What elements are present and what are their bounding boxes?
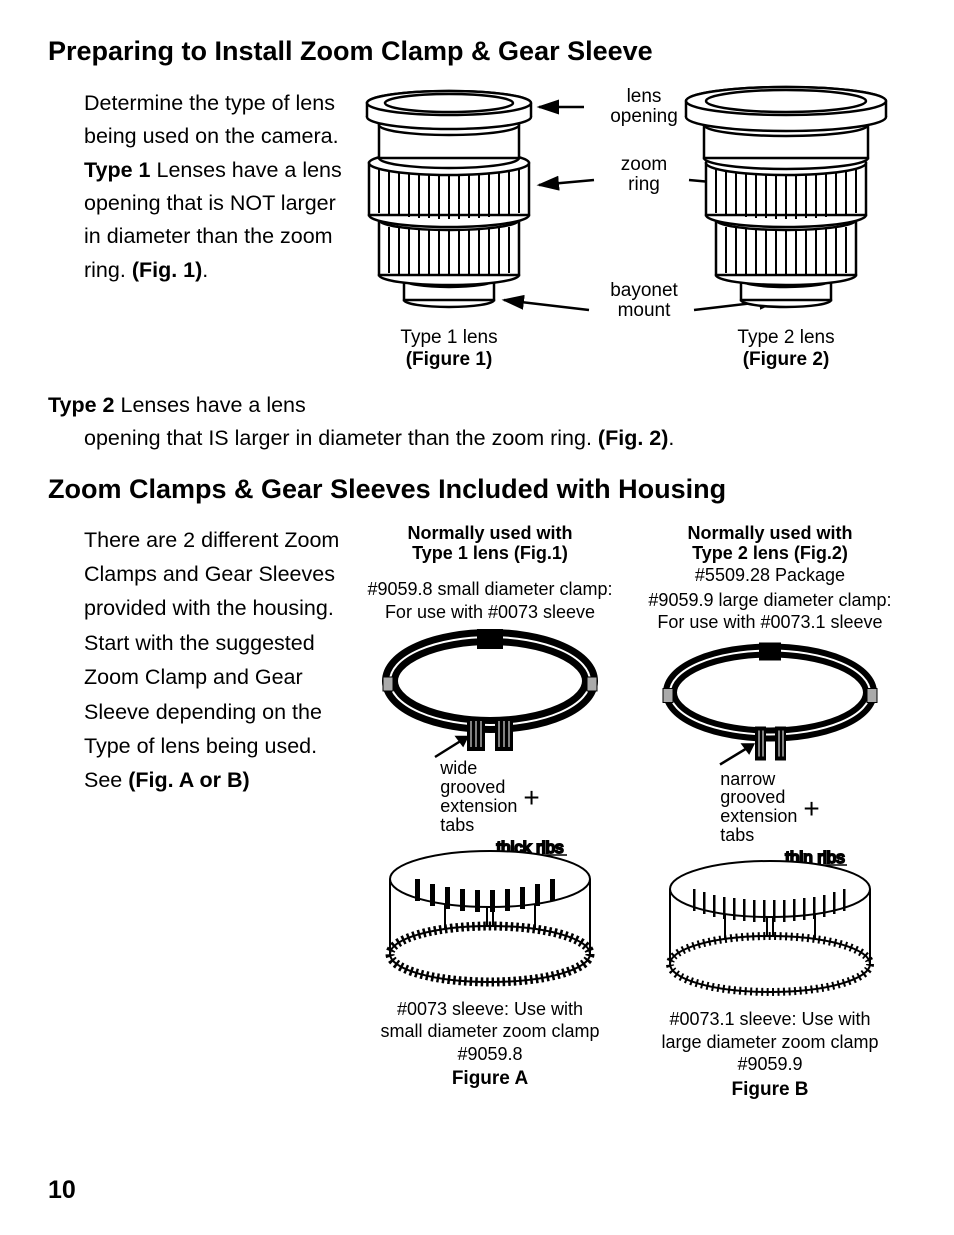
colB-tabs-label: narrow grooved extension tabs [720, 770, 797, 846]
intro2-l2a: opening that IS larger in diameter than … [84, 426, 598, 450]
intro-text-a: Determine the type of lens being used on… [84, 91, 339, 148]
colA-plus-icon: + [523, 780, 539, 815]
colA-sl3: #9059.8 [457, 1044, 522, 1064]
clamp-a-icon [375, 629, 605, 759]
colA-tabs-row: wide grooved extension tabs + [354, 759, 626, 835]
label-bayonet-1: bayonet [610, 280, 678, 301]
section-2-row: There are 2 different Zoom Clamps and Ge… [48, 523, 906, 1102]
section2-left-text: There are 2 different Zoom Clamps and Ge… [84, 523, 344, 798]
colA-t1: wide [440, 758, 477, 778]
intro-text-e: . [202, 258, 208, 282]
type2-caption: Type 2 lens [676, 327, 896, 349]
figure-b-label: Figure B [634, 1078, 906, 1102]
colB-sleeve-caption: #0073.1 sleeve: Use with large diameter … [634, 1008, 906, 1076]
figure-a-label: Figure A [354, 1067, 626, 1091]
colA-clamp1: #9059.8 small diameter clamp: [367, 579, 612, 599]
colA-head2: Type 1 lens (Fig.1) [412, 543, 568, 563]
type1-caption: Type 1 lens [344, 327, 554, 349]
label-lens-opening-2: opening [610, 106, 678, 127]
intro2-l1b: Lenses have a lens [115, 393, 306, 417]
colA-sl1: #0073 sleeve: Use with [397, 999, 583, 1019]
colA-head1: Normally used with [407, 523, 572, 543]
section2-left-b: (Fig. A or B) [128, 768, 249, 792]
colA-clamp2: For use with #0073 sleeve [385, 602, 595, 622]
colA-t4: tabs [440, 815, 474, 835]
colB-t2: grooved [720, 787, 785, 807]
section-1: Determine the type of lens being used on… [48, 85, 906, 385]
colA-sl2: small diameter zoom clamp [380, 1021, 599, 1041]
colA-t3: extension [440, 796, 517, 816]
column-a: Normally used with Type 1 lens (Fig.1) #… [354, 523, 626, 1091]
intro-paragraph-2: Type 2 Lenses have a lens opening that I… [48, 389, 906, 456]
type1-lens-icon [344, 85, 554, 325]
intro-type1-bold: Type 1 [84, 158, 151, 182]
intro-fig1-bold: (Fig. 1) [132, 258, 202, 282]
type2-figure-label: (Figure 2) [676, 349, 896, 371]
sleeve-a-icon: thick ribs [375, 839, 605, 994]
colB-sl3: #9059.9 [737, 1054, 802, 1074]
colB-plus-icon: + [803, 791, 819, 826]
type2-lens-figure: Type 2 lens (Figure 2) [676, 85, 896, 371]
colA-t2: grooved [440, 777, 505, 797]
colA-tabs-label: wide grooved extension tabs [440, 759, 517, 835]
type2-lens-icon [676, 85, 896, 325]
colB-t1: narrow [720, 769, 775, 789]
colB-t3: extension [720, 806, 797, 826]
column-b: Normally used with Type 2 lens (Fig.2) #… [634, 523, 906, 1102]
intro-paragraph: Determine the type of lens being used on… [84, 87, 344, 287]
clamp-b-icon [655, 640, 885, 770]
heading-1: Preparing to Install Zoom Clamp & Gear S… [48, 36, 906, 67]
label-bayonet-2: mount [618, 300, 671, 321]
intro2-fig2-bold: (Fig. 2) [598, 426, 668, 450]
lens-figure-area: Type 1 lens (Figure 1) lens opening zoom… [344, 85, 906, 385]
section2-left-a: There are 2 different Zoom Clamps and Ge… [84, 528, 339, 793]
intro2-type2-bold: Type 2 [48, 393, 115, 417]
colB-clamp1: #9059.9 large diameter clamp: [648, 590, 891, 610]
colB-sl1: #0073.1 sleeve: Use with [669, 1009, 870, 1029]
colB-tabs-row: narrow grooved extension tabs + [634, 770, 906, 846]
colA-sleeve-caption: #0073 sleeve: Use with small diameter zo… [354, 998, 626, 1066]
sleeve-b-icon: thin ribs [655, 849, 885, 1004]
label-lens-opening-1: lens [627, 86, 662, 107]
colB-clamp2: For use with #0073.1 sleeve [657, 612, 882, 632]
label-zoom-ring-1: zoom [621, 154, 667, 175]
label-zoom-ring-2: ring [628, 174, 660, 195]
page-number: 10 [48, 1176, 76, 1205]
type1-figure-label: (Figure 1) [344, 349, 554, 371]
heading-2: Zoom Clamps & Gear Sleeves Included with… [48, 474, 906, 505]
intro2-l2c: . [668, 426, 674, 450]
colB-sl2: large diameter zoom clamp [661, 1032, 878, 1052]
colB-head2: Type 2 lens (Fig.2) [692, 543, 848, 563]
colB-head1: Normally used with [687, 523, 852, 543]
colB-pkg: #5509.28 Package [695, 565, 845, 585]
type1-lens-figure: Type 1 lens (Figure 1) [344, 85, 554, 371]
colB-t4: tabs [720, 825, 754, 845]
